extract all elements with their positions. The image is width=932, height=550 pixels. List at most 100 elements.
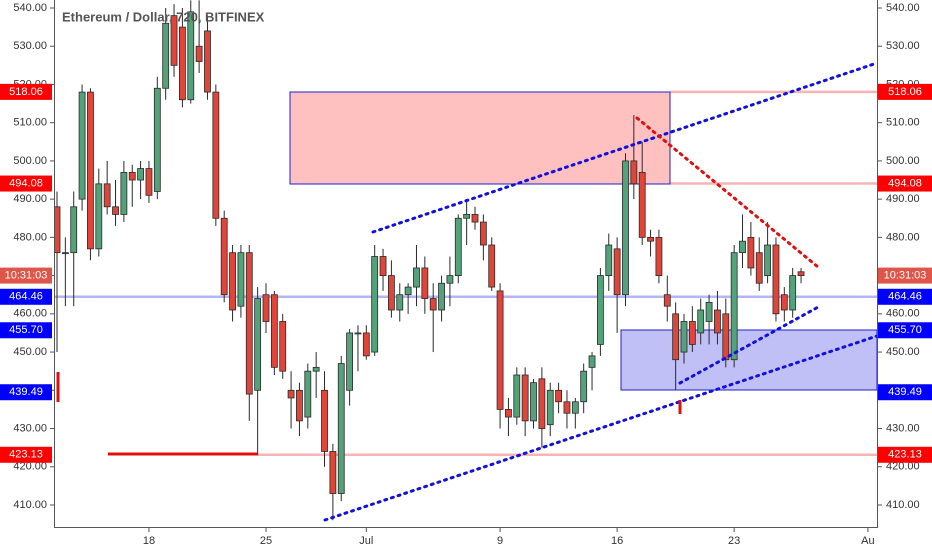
y-tick-label: 410.00 — [886, 499, 920, 511]
candle-body — [513, 374, 521, 418]
x-tick-label: 23 — [728, 535, 740, 547]
candle-body — [346, 332, 354, 391]
candle-body — [714, 309, 721, 334]
level-tag — [878, 446, 932, 463]
candle-body — [178, 26, 186, 101]
candle-body — [170, 15, 178, 66]
candle-body — [613, 248, 621, 296]
level-label: 423.13 — [9, 449, 43, 461]
x-tick-label: 16 — [611, 535, 623, 547]
y-tick-label: 500.00 — [886, 155, 920, 167]
candle-body — [153, 87, 161, 192]
level-label: 464.46 — [9, 291, 43, 303]
y-tick-label: 420.00 — [13, 461, 47, 473]
candle-body — [571, 401, 579, 414]
trend-line — [678, 304, 822, 385]
demand-zone — [620, 329, 878, 391]
level-label: 439.49 — [888, 386, 922, 398]
level-label: 439.49 — [9, 386, 43, 398]
candle-body — [220, 217, 228, 296]
level-label: 10:31:03 — [5, 270, 48, 282]
candle-body — [705, 301, 713, 322]
candle-body — [479, 221, 487, 246]
candle-body — [229, 252, 236, 311]
candle-body — [187, 11, 195, 101]
x-tick-label: 9 — [497, 535, 503, 547]
level-tag — [878, 288, 932, 305]
level-tag — [0, 175, 52, 192]
supply-zone — [289, 91, 671, 185]
level-label: 494.08 — [888, 177, 922, 189]
y-tick-label: 530.00 — [13, 40, 47, 52]
candle-body — [404, 286, 412, 296]
level-tag — [0, 322, 52, 339]
candle-body — [688, 321, 696, 345]
trend-lines — [323, 61, 879, 522]
candle-body — [680, 321, 688, 353]
y-tick-label: 510.00 — [13, 117, 47, 129]
candle-body — [262, 294, 270, 322]
candle-body — [296, 389, 303, 422]
candle-body — [747, 236, 755, 269]
candle-body — [162, 22, 170, 89]
level-tag — [0, 288, 52, 305]
candle-body — [622, 160, 629, 296]
level-tag — [0, 83, 52, 100]
y-tick-label: 480.00 — [886, 231, 920, 243]
candle-body — [421, 267, 429, 299]
trend-line — [371, 61, 879, 234]
level-label: 10:31:03 — [884, 270, 927, 282]
candle-body — [454, 217, 462, 276]
candle-body — [279, 321, 287, 372]
trend-line — [323, 334, 879, 522]
x-tick-label: Au — [861, 535, 874, 547]
candle-body — [429, 298, 437, 311]
candle-body — [212, 91, 220, 219]
candle-body — [605, 244, 613, 276]
candles — [53, 0, 805, 521]
candle-body — [145, 168, 153, 196]
candle-body — [204, 30, 211, 93]
trend-line — [635, 116, 820, 269]
candle-body — [245, 252, 253, 395]
x-tick-label: 25 — [260, 535, 272, 547]
candle-body — [78, 91, 86, 200]
candle-body — [321, 389, 328, 452]
candle-body — [438, 282, 445, 311]
candle-body — [521, 374, 529, 422]
level-label: 464.46 — [888, 291, 922, 303]
candle-body — [755, 252, 763, 284]
candle-body — [103, 183, 111, 208]
y-tick-label: 510.00 — [886, 117, 920, 129]
candle-body — [254, 298, 262, 391]
candle-body — [379, 256, 387, 276]
y-tick-label: 540.00 — [13, 2, 47, 14]
level-tag — [878, 83, 932, 100]
candle-body — [580, 370, 588, 403]
candle-body — [588, 355, 596, 368]
candle-body — [354, 332, 362, 335]
plot-area — [55, 90, 877, 457]
y-tick-label: 420.00 — [886, 461, 920, 473]
level-tag — [0, 446, 52, 463]
candle-body — [555, 389, 562, 403]
candle-body — [471, 214, 479, 223]
level-tag — [878, 384, 932, 401]
chart-title: Ethereum / Dollar, 720, BITFINEX — [62, 9, 265, 24]
candle-body — [95, 183, 103, 250]
candle-body — [112, 206, 119, 215]
level-label: 455.70 — [9, 324, 43, 336]
candle-body — [722, 313, 730, 361]
candle-body — [488, 244, 496, 288]
candle-body — [780, 294, 788, 311]
candle-body — [387, 275, 395, 311]
candle-body — [505, 409, 512, 418]
candle-body — [329, 451, 337, 494]
y-tick-label: 480.00 — [13, 231, 47, 243]
candle-body — [337, 363, 345, 494]
candle-body — [362, 332, 370, 357]
candle-body — [764, 244, 771, 276]
y-tick-label: 490.00 — [886, 193, 920, 205]
candle-body — [137, 168, 145, 181]
